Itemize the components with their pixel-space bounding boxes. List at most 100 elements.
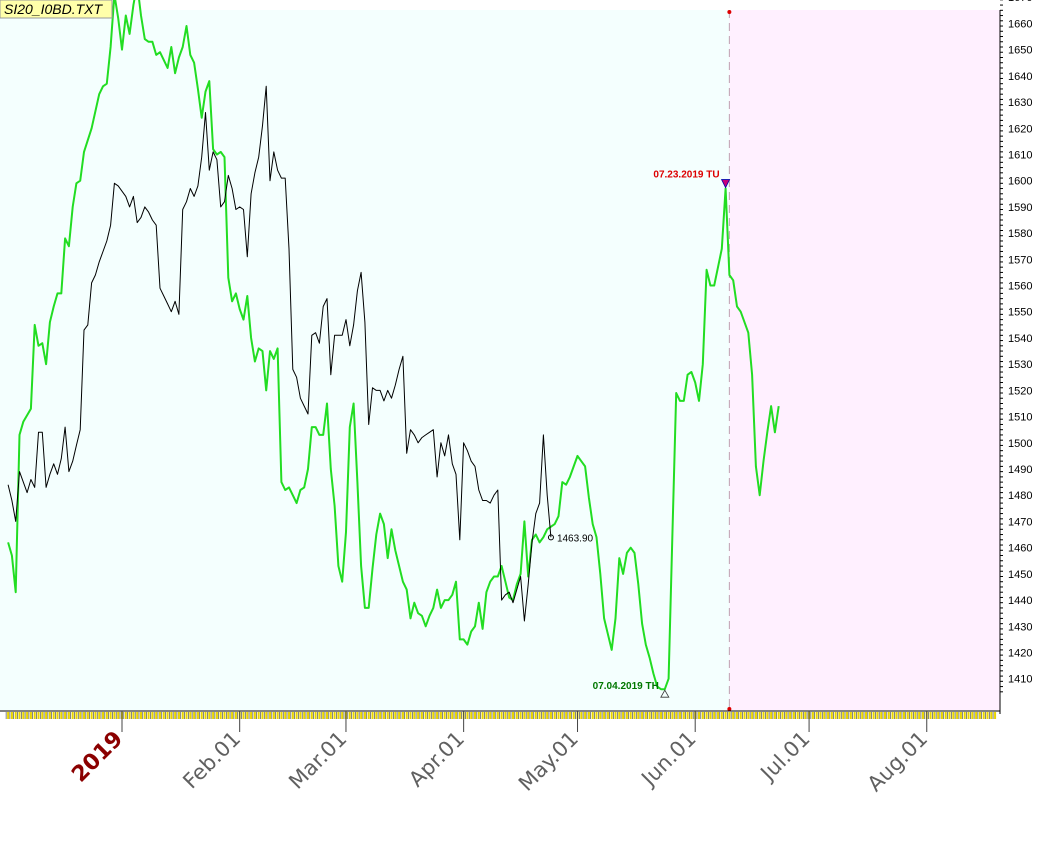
day-marker — [67, 712, 70, 719]
day-marker — [633, 712, 636, 719]
day-marker — [303, 712, 306, 719]
day-marker — [288, 712, 291, 719]
day-marker — [732, 712, 735, 719]
title-text: SI20_I0BD.TXT — [4, 1, 103, 17]
day-marker — [14, 712, 17, 719]
day-marker — [90, 712, 93, 719]
day-marker — [26, 712, 29, 719]
day-marker — [743, 712, 746, 719]
day-marker — [307, 712, 310, 719]
y-tick-label: 1570 — [1008, 254, 1032, 266]
day-marker — [777, 712, 780, 719]
day-marker — [758, 712, 761, 719]
day-marker — [219, 712, 222, 719]
day-marker — [436, 712, 439, 719]
day-marker — [709, 712, 712, 719]
day-marker — [193, 712, 196, 719]
day-marker — [811, 712, 814, 719]
day-marker — [910, 712, 913, 719]
day-marker — [716, 712, 719, 719]
day-marker — [603, 712, 606, 719]
day-marker — [728, 712, 731, 719]
day-marker — [325, 712, 328, 719]
day-marker — [792, 712, 795, 719]
day-marker — [314, 712, 317, 719]
day-marker — [269, 712, 272, 719]
day-marker — [610, 712, 613, 719]
day-marker — [432, 712, 435, 719]
y-tick-label: 1620 — [1008, 123, 1032, 135]
day-marker — [895, 712, 898, 719]
day-marker — [265, 712, 268, 719]
y-tick-label: 1600 — [1008, 176, 1032, 188]
day-marker — [280, 712, 283, 719]
y-tick-label: 1650 — [1008, 45, 1032, 57]
day-marker — [606, 712, 609, 719]
day-marker — [618, 712, 621, 719]
day-marker — [527, 712, 530, 719]
day-marker — [549, 712, 552, 719]
day-marker — [272, 712, 275, 719]
day-marker — [215, 712, 218, 719]
day-marker — [747, 712, 750, 719]
day-marker — [804, 712, 807, 719]
day-marker — [921, 712, 924, 719]
day-marker — [754, 712, 757, 719]
x-tick-label: Apr.01 — [404, 727, 469, 792]
day-marker — [887, 712, 890, 719]
day-marker — [614, 712, 617, 719]
day-marker — [447, 712, 450, 719]
y-tick-label: 1660 — [1008, 18, 1032, 30]
day-marker — [417, 712, 420, 719]
day-marker — [735, 712, 738, 719]
y-tick-label: 1520 — [1008, 385, 1032, 397]
day-marker — [580, 712, 583, 719]
day-marker — [823, 712, 826, 719]
day-marker — [250, 712, 253, 719]
x-tick-label: Mar.01 — [284, 727, 351, 794]
day-marker — [117, 712, 120, 719]
x-tick-label: Jul.01 — [755, 727, 815, 787]
background-layer — [0, 10, 1000, 711]
day-marker — [519, 712, 522, 719]
day-marker — [212, 712, 215, 719]
day-marker — [663, 712, 666, 719]
day-marker — [352, 712, 355, 719]
day-marker — [697, 712, 700, 719]
day-marker — [538, 712, 541, 719]
history-region — [0, 10, 730, 710]
day-marker — [360, 712, 363, 719]
day-marker — [158, 712, 161, 719]
day-marker — [189, 712, 192, 719]
day-marker — [48, 712, 51, 719]
day-marker — [880, 712, 883, 719]
day-marker — [64, 712, 67, 719]
day-marker — [625, 712, 628, 719]
day-marker — [773, 712, 776, 719]
day-marker — [724, 712, 727, 719]
day-marker — [846, 712, 849, 719]
day-marker — [686, 712, 689, 719]
day-marker — [800, 712, 803, 719]
day-marker — [781, 712, 784, 719]
day-marker — [690, 712, 693, 719]
day-marker — [341, 712, 344, 719]
day-marker — [41, 712, 44, 719]
day-marker — [200, 712, 203, 719]
forecast-region — [729, 10, 1000, 710]
day-marker — [485, 712, 488, 719]
day-marker — [420, 712, 423, 719]
day-marker — [22, 712, 25, 719]
day-marker — [508, 712, 511, 719]
day-marker — [136, 712, 139, 719]
day-marker — [451, 712, 454, 719]
day-marker — [143, 712, 146, 719]
y-tick-label: 1540 — [1008, 333, 1032, 345]
day-marker — [242, 712, 245, 719]
day-marker — [71, 712, 74, 719]
day-marker — [113, 712, 116, 719]
day-marker — [815, 712, 818, 719]
day-marker — [701, 712, 704, 719]
day-marker — [720, 712, 723, 719]
y-tick-label: 1530 — [1008, 359, 1032, 371]
